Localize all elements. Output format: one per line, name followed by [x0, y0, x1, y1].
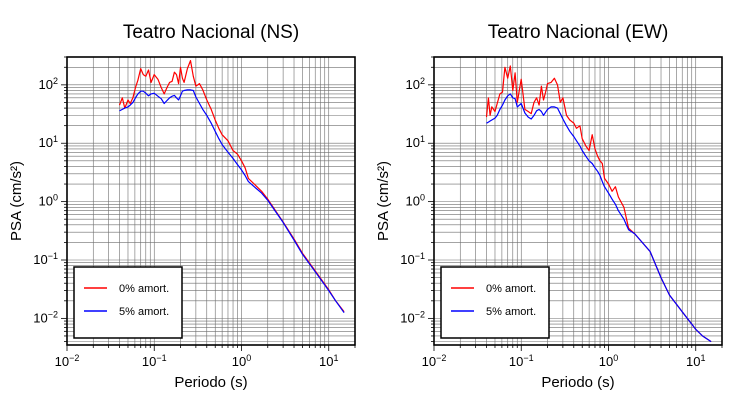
tick-exponent: 1: [700, 353, 705, 363]
legend: 0% amort. 5% amort.: [73, 266, 183, 339]
tick-exponent: −1: [523, 353, 533, 363]
tick-base: 10: [400, 310, 414, 325]
y-tick-label: 100: [39, 193, 58, 209]
x-tick-label: 10−1: [142, 353, 167, 369]
tick-base: 10: [39, 77, 53, 92]
x-tick-label: 10−2: [422, 353, 447, 369]
x-axis-label: Periodo (s): [541, 374, 614, 391]
tick-exponent: −2: [436, 353, 446, 363]
y-tick-label: 10−2: [33, 309, 58, 325]
y-tick-label: 102: [406, 76, 425, 92]
tick-base: 10: [406, 194, 420, 209]
y-tick-label: 102: [39, 76, 58, 92]
tick-exponent: 1: [53, 134, 58, 144]
plot-frame: [66, 56, 356, 346]
x-tick-label: 100: [232, 353, 251, 369]
x-tick-label: 10−1: [509, 353, 534, 369]
tick-exponent: −2: [415, 309, 425, 319]
tick-exponent: 0: [613, 353, 618, 363]
tick-base: 10: [406, 135, 420, 150]
x-tick-label: 101: [319, 353, 338, 369]
legend: 0% amort. 5% amort.: [440, 266, 550, 339]
x-tick-label: 100: [599, 353, 618, 369]
y-tick-label: 100: [406, 193, 425, 209]
tick-base: 10: [599, 354, 613, 369]
legend-box: [440, 266, 550, 339]
tick-base: 10: [686, 354, 700, 369]
tick-base: 10: [509, 354, 523, 369]
tick-exponent: 1: [420, 134, 425, 144]
tick-base: 10: [422, 354, 436, 369]
tick-base: 10: [406, 77, 420, 92]
tick-exponent: −2: [48, 309, 58, 319]
tick-exponent: 1: [333, 353, 338, 363]
series-line-0: [485, 65, 712, 343]
y-tick-label: 10−1: [33, 251, 58, 267]
y-tick-label: 101: [406, 134, 425, 150]
chart-title: Teatro Nacional (EW): [488, 22, 669, 43]
legend-label: 5% amort.: [119, 306, 169, 318]
tick-base: 10: [232, 354, 246, 369]
chart-panel-0: Teatro Nacional (NS)10−2 10−1 100 10110−210…: [8, 22, 356, 391]
tick-base: 10: [39, 194, 53, 209]
tick-exponent: 0: [53, 193, 58, 203]
tick-exponent: −1: [48, 251, 58, 261]
tick-base: 10: [319, 354, 333, 369]
chart-panel-1: Teatro Nacional (EW)10−2 10−1 100 10110−210…: [375, 22, 723, 391]
series-line-1: [486, 93, 712, 343]
tick-exponent: −1: [156, 353, 166, 363]
y-tick-label: 10−2: [400, 309, 425, 325]
plot-frame: [433, 56, 723, 346]
tick-base: 10: [33, 252, 47, 267]
tick-base: 10: [39, 135, 53, 150]
legend-label: 0% amort.: [119, 283, 169, 295]
x-tick-label: 10−2: [55, 353, 80, 369]
series-line-1: [119, 89, 345, 314]
tick-base: 10: [400, 252, 414, 267]
tick-base: 10: [142, 354, 156, 369]
tick-exponent: 2: [53, 76, 58, 86]
x-tick-label: 101: [686, 353, 705, 369]
grid: [66, 56, 356, 345]
tick-exponent: 2: [420, 76, 425, 86]
y-axis-label: PSA (cm/s²): [8, 161, 25, 241]
y-axis-label: PSA (cm/s²): [375, 161, 392, 241]
tick-exponent: 0: [420, 193, 425, 203]
tick-exponent: 0: [246, 353, 251, 363]
legend-label: 0% amort.: [486, 283, 536, 295]
y-tick-label: 101: [39, 134, 58, 150]
y-tick-label: 10−1: [400, 251, 425, 267]
x-axis-label: Periodo (s): [174, 374, 247, 391]
legend-box: [73, 266, 183, 339]
series-line-0: [118, 59, 345, 313]
tick-base: 10: [33, 310, 47, 325]
chart-title: Teatro Nacional (NS): [123, 22, 299, 43]
tick-exponent: −2: [69, 353, 79, 363]
tick-base: 10: [55, 354, 69, 369]
tick-exponent: −1: [415, 251, 425, 261]
legend-label: 5% amort.: [486, 306, 536, 318]
